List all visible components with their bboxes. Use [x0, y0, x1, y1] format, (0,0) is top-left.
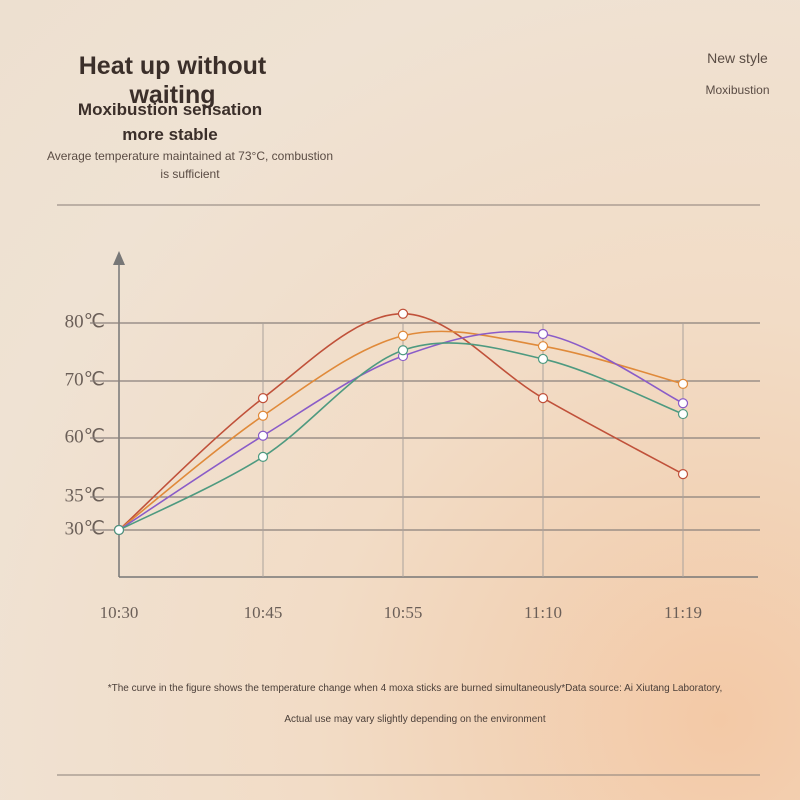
x-tick-label: 11:10	[524, 603, 562, 622]
y-tick-label: 35℃	[65, 485, 105, 506]
badge: New style	[707, 50, 768, 66]
subtitle: Moxibustion sensation more stable	[77, 100, 263, 144]
data-point	[537, 328, 549, 340]
data-point	[113, 524, 125, 536]
y-tick-label: 60℃	[65, 426, 105, 447]
data-point	[257, 410, 269, 421]
data-point	[257, 451, 269, 462]
data-point	[397, 330, 409, 341]
data-point	[677, 469, 689, 480]
footnote: *The curve in the figure shows the tempe…	[107, 683, 723, 694]
x-tick-label: 10:45	[244, 603, 283, 622]
data-point	[677, 398, 689, 409]
badge: Moxibustion	[705, 83, 770, 97]
x-tick-label: 11:19	[664, 603, 702, 622]
series-line	[118, 342, 684, 531]
data-point	[677, 408, 689, 420]
series-line	[118, 330, 684, 531]
axis-arrow	[113, 251, 125, 265]
y-tick-label: 80℃	[65, 311, 105, 332]
data-point	[397, 308, 409, 319]
data-point	[537, 353, 549, 365]
data-point	[537, 393, 549, 404]
y-tick-label: 70℃	[65, 369, 105, 390]
description: Average temperature maintained at 73°C, …	[46, 149, 334, 181]
title: Heat up without waiting	[78, 52, 267, 109]
x-tick-label: 10:55	[384, 603, 423, 622]
data-point	[677, 378, 689, 389]
data-point	[257, 393, 269, 404]
series-line	[118, 330, 684, 531]
data-point	[257, 430, 269, 441]
y-tick-label: 30℃	[65, 518, 105, 539]
data-point	[537, 341, 549, 352]
x-tick-label: 10:30	[100, 603, 139, 622]
data-point	[397, 345, 409, 356]
footnote: Actual use may vary slightly depending o…	[284, 714, 546, 725]
